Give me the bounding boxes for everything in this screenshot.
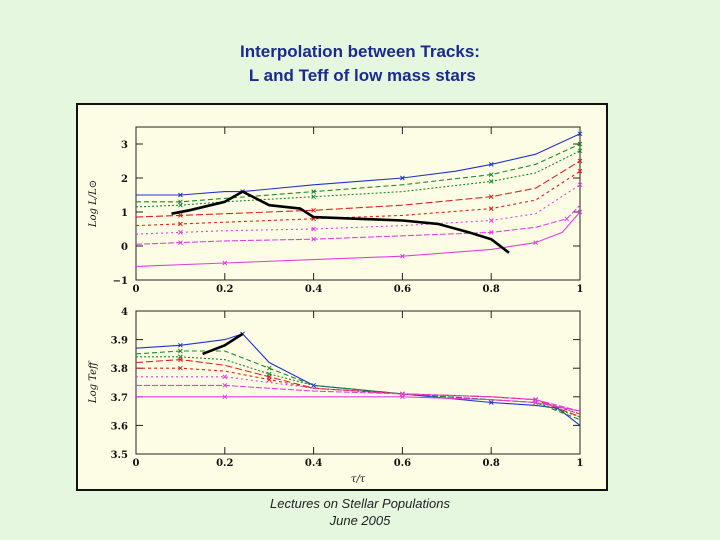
track-point xyxy=(577,148,583,154)
x-tick-label: 0.6 xyxy=(394,458,411,469)
track-point xyxy=(178,348,183,354)
track-point xyxy=(311,226,316,232)
track-line-bottom-2 xyxy=(136,356,581,418)
track-point xyxy=(488,172,494,177)
x-tick-label: 0.8 xyxy=(482,458,499,469)
track-point xyxy=(488,179,494,184)
track-point xyxy=(400,253,405,259)
track-point xyxy=(577,158,583,164)
track-point xyxy=(222,383,228,388)
y-tick-label: 1 xyxy=(121,208,128,219)
title-line-2: L and Teff of low mass stars xyxy=(244,66,476,85)
interpolated-track-top xyxy=(171,190,510,254)
y-axis-label-bottom: Log Teff xyxy=(88,360,99,404)
track-point xyxy=(178,342,183,348)
track-line-bottom-0 xyxy=(135,333,581,426)
footer-line-1: Lectures on Stellar Populations xyxy=(270,496,450,511)
tracks-plot: 0 0.2 0.4 0.6 0.8 1 −1 0 1 2 3 Log L/L⊙ 0 0.2 0.4 0.6 0.… xyxy=(88,126,584,485)
x-axis-label: τ/τ xyxy=(351,474,366,485)
track-line-top-5 xyxy=(135,184,581,235)
x-tick-label: 0.4 xyxy=(305,458,322,469)
track-line-bottom-4 xyxy=(136,367,581,415)
track-point xyxy=(311,189,316,194)
track-point xyxy=(488,206,494,211)
track-point xyxy=(178,221,183,227)
track-point xyxy=(400,394,405,400)
plot-frame-top xyxy=(135,126,581,281)
track-point xyxy=(564,216,570,222)
track-point xyxy=(577,131,583,137)
track-point xyxy=(222,374,228,380)
x-tick-label: 0 xyxy=(133,284,140,295)
track-point xyxy=(266,365,272,371)
x-tick-label: 1 xyxy=(577,458,584,469)
track-line-bottom-3 xyxy=(135,359,581,418)
title-line-1: Interpolation between Tracks: xyxy=(240,42,480,61)
panel-top: 0 0.2 0.4 0.6 0.8 1 −1 0 1 2 3 Log L/L⊙ xyxy=(88,126,584,295)
y-tick-label: −1 xyxy=(113,276,128,287)
slide-title: Interpolation between Tracks: L and Teff… xyxy=(0,40,720,88)
track-line-bottom-5 xyxy=(136,376,581,415)
plot-frame-bottom xyxy=(135,310,581,455)
y-tick-label: 3.8 xyxy=(111,364,128,375)
track-point xyxy=(533,400,538,405)
y-tick-label: 4 xyxy=(121,307,128,318)
track-point xyxy=(178,365,183,371)
y-tick-label: 3.7 xyxy=(111,393,128,404)
x-tick-label: 0.6 xyxy=(394,284,411,295)
track-point xyxy=(577,209,583,215)
track-line-top-4 xyxy=(135,170,581,227)
track-point xyxy=(488,230,494,235)
track-point xyxy=(488,162,494,167)
x-tick-label: 0 xyxy=(133,458,140,469)
x-tick-label: 0.2 xyxy=(216,284,233,295)
track-point xyxy=(577,141,583,147)
y-tick-label: 3.9 xyxy=(111,336,128,347)
track-point xyxy=(178,230,183,235)
track-point xyxy=(178,192,183,198)
track-line-top-6 xyxy=(135,204,581,245)
y-tick-label: 3 xyxy=(121,140,128,151)
track-line-top-1 xyxy=(136,143,581,203)
y-tick-label: 2 xyxy=(121,174,128,185)
track-point xyxy=(577,168,583,174)
x-tick-label: 0.4 xyxy=(305,284,322,295)
track-point xyxy=(178,240,183,245)
track-point xyxy=(311,236,316,242)
x-tick-label: 0.2 xyxy=(216,458,233,469)
track-point xyxy=(488,400,494,405)
track-point xyxy=(577,182,583,188)
y-axis-label-top: Log L/L⊙ xyxy=(88,180,99,228)
track-point xyxy=(222,260,228,266)
track-point xyxy=(178,357,183,362)
track-line-top-2 xyxy=(135,150,581,208)
track-point xyxy=(488,194,494,200)
track-point xyxy=(488,218,494,223)
x-tick-label: 0.8 xyxy=(482,284,499,295)
interpolated-track-bottom xyxy=(202,332,244,356)
track-point xyxy=(311,207,316,213)
track-point xyxy=(178,213,183,218)
track-point xyxy=(400,175,405,181)
track-point xyxy=(178,202,183,208)
track-point xyxy=(266,377,272,382)
track-point xyxy=(311,194,316,200)
track-point xyxy=(178,199,183,205)
y-tick-label: 3.5 xyxy=(111,450,128,461)
y-tick-label: 0 xyxy=(121,242,128,253)
track-line-top-3 xyxy=(135,160,581,218)
panel-bottom: 0 0.2 0.4 0.6 0.8 1 3.5 3.6 3.7 3.8 3.9 4 Log Teff τ/… xyxy=(88,307,583,485)
x-tick-label: 1 xyxy=(577,284,584,295)
track-point xyxy=(222,394,228,400)
figure-panel: 0 0.2 0.4 0.6 0.8 1 −1 0 1 2 3 Log L/L⊙ 0 0.2 0.4 0.6 0.… xyxy=(76,103,608,491)
footer-line-2: June 2005 xyxy=(329,513,391,528)
track-point xyxy=(533,240,538,245)
track-line-top-0 xyxy=(136,133,581,196)
y-tick-label: 3.6 xyxy=(111,421,128,432)
slide-footer: Lectures on Stellar Populations June 200… xyxy=(0,495,720,529)
track-line-top-7 xyxy=(135,211,581,267)
